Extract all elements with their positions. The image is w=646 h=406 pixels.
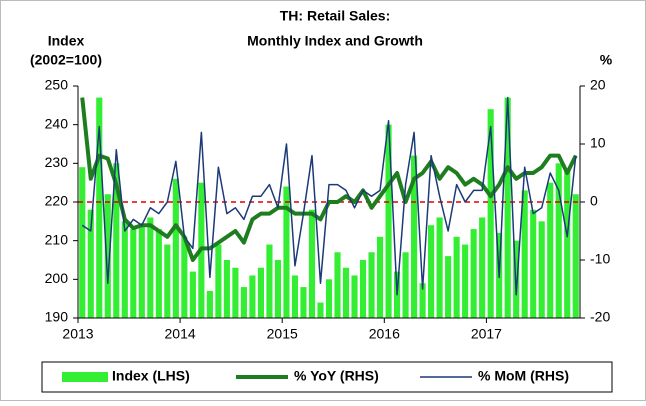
y2-tick-label: 20	[590, 77, 606, 93]
bar	[334, 252, 341, 318]
bar	[206, 290, 213, 318]
bar	[274, 260, 282, 318]
bar	[249, 275, 256, 318]
bar	[164, 244, 171, 318]
bar	[521, 190, 528, 318]
y-tick-label: 210	[45, 231, 69, 247]
bar	[291, 275, 299, 318]
bar	[325, 279, 333, 318]
y-tick-label: 230	[45, 154, 69, 170]
x-tick-label: 2015	[267, 326, 298, 342]
line	[81, 96, 577, 296]
bar	[121, 221, 128, 318]
bar	[376, 236, 384, 318]
bar	[240, 287, 247, 318]
x-tick-label: 2016	[369, 326, 400, 342]
bar	[104, 194, 111, 318]
bar	[147, 217, 154, 318]
bar	[555, 163, 562, 318]
bar	[530, 209, 537, 318]
y-tick-label: 190	[45, 309, 69, 325]
bar	[215, 244, 222, 318]
bar	[155, 229, 162, 318]
y-axis-label: (2002=100)	[30, 52, 102, 68]
bar	[79, 167, 86, 318]
bar	[283, 186, 290, 318]
legend-swatch	[62, 372, 108, 382]
y-tick-label: 240	[45, 115, 69, 131]
bar	[317, 302, 324, 318]
bar	[87, 209, 94, 318]
y2-tick-label: -10	[590, 251, 610, 267]
bar	[547, 182, 554, 318]
bar	[172, 178, 179, 318]
chart-title: TH: Retail Sales:	[280, 8, 390, 24]
bar	[138, 225, 145, 318]
bar	[181, 236, 188, 318]
y2-axis-label: %	[600, 52, 613, 68]
bar	[487, 109, 494, 318]
bar	[266, 244, 273, 318]
bar	[257, 267, 264, 318]
bar	[462, 244, 469, 318]
bar	[113, 163, 120, 318]
y2-tick-label: 10	[590, 135, 606, 151]
bar	[368, 252, 375, 318]
bar	[189, 271, 196, 318]
chart-title: Monthly Index and Growth	[247, 33, 423, 49]
x-tick-label: 2014	[165, 326, 196, 342]
bar	[428, 225, 435, 318]
bar	[572, 194, 579, 318]
bar	[470, 229, 477, 318]
bar	[130, 229, 137, 318]
y2-tick-label: -20	[590, 309, 610, 325]
bar	[308, 209, 316, 318]
bar	[419, 283, 426, 318]
bar	[351, 275, 358, 318]
bar	[479, 217, 486, 318]
y-tick-label: 220	[45, 193, 69, 209]
bar	[504, 97, 511, 318]
bar	[436, 217, 443, 318]
bar	[223, 260, 230, 318]
bar	[411, 155, 418, 318]
y-axis-label: Index	[48, 33, 85, 49]
x-tick-label: 2017	[471, 326, 502, 342]
bar	[385, 124, 392, 319]
y-tick-label: 250	[45, 77, 69, 93]
bar	[564, 171, 571, 318]
y-tick-label: 200	[45, 270, 69, 286]
x-tick-label: 2013	[62, 326, 93, 342]
bar	[538, 221, 545, 318]
legend-label: Index (LHS)	[112, 368, 190, 384]
line	[80, 97, 578, 262]
bar	[453, 236, 460, 318]
y2-tick-label: 0	[590, 193, 598, 209]
legend-label: % YoY (RHS)	[294, 368, 379, 384]
bar	[402, 252, 409, 318]
legend-label: % MoM (RHS)	[478, 368, 569, 384]
bar	[342, 267, 350, 318]
legend-box	[41, 361, 613, 393]
bar	[359, 260, 367, 318]
bar	[445, 256, 452, 318]
bar	[96, 97, 103, 318]
bar	[232, 267, 239, 318]
bar	[300, 287, 307, 318]
